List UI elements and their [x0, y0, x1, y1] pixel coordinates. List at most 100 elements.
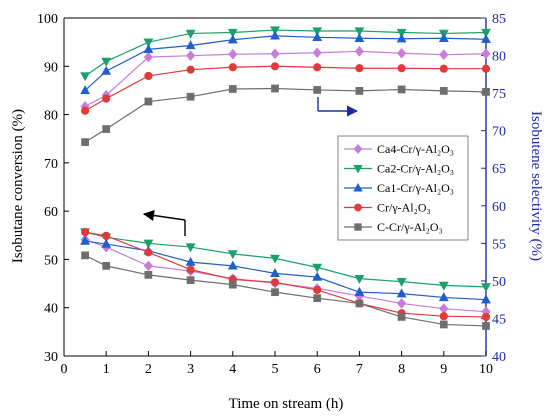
data-point-triangle-down: [227, 250, 238, 260]
y-left-tick-label: 30: [44, 350, 58, 365]
data-point-square: [482, 88, 490, 96]
data-point-diamond: [353, 143, 363, 155]
legend-label: Ca4-Cr/γ-Al₂O₃: [377, 142, 454, 156]
data-point-triangle-down: [80, 72, 91, 82]
series-selectivity-9: [81, 251, 490, 330]
data-point-triangle-down: [481, 283, 491, 293]
data-point-circle: [481, 312, 491, 322]
data-point-triangle-up: [396, 33, 407, 43]
data-point-triangle-up: [227, 34, 238, 44]
data-point-square: [186, 276, 195, 285]
data-point-diamond: [439, 303, 449, 314]
data-point-circle: [144, 248, 153, 257]
y-axis-left-title: Isobutane conversion (%): [10, 109, 26, 263]
data-point-diamond: [397, 298, 407, 309]
data-point-circle: [439, 312, 448, 321]
x-tick-label: 0: [61, 362, 68, 377]
data-point-circle: [397, 64, 406, 73]
data-point-square: [81, 251, 89, 260]
data-point-triangle-down: [396, 28, 407, 38]
legend-entry: Ca4-Cr/γ-Al₂O₃: [344, 142, 454, 156]
data-point-square: [271, 288, 279, 297]
y-right-tick-label: 60: [492, 200, 506, 215]
y-right-tick-label: 55: [492, 237, 506, 252]
y-axis-right: 40 45 50 55 60 65 70 75 80 85: [481, 12, 506, 365]
data-point-triangle-down: [396, 277, 407, 287]
y-right-tick-label: 80: [492, 50, 506, 65]
data-point-diamond: [312, 47, 322, 59]
annotation-arrow-left: [142, 209, 186, 222]
x-tick-label: 4: [229, 362, 236, 377]
series-line: [84, 87, 487, 143]
data-point-circle: [144, 71, 153, 81]
x-tick-label: 7: [356, 362, 363, 377]
series-conversion-3: [81, 62, 491, 115]
data-point-square: [102, 261, 111, 270]
y-axis-left: 30 40 50 60 70 80 90 100: [37, 12, 69, 365]
data-point-triangle-down: [481, 28, 491, 38]
data-point-triangle-up: [270, 268, 280, 278]
x-tick-label: 1: [103, 362, 110, 377]
data-point-triangle-up: [438, 33, 449, 42]
data-point-square: [313, 294, 322, 303]
y-left-tick-label: 40: [44, 302, 58, 317]
data-point-triangle-down: [227, 28, 238, 38]
y-right-tick-label: 65: [492, 162, 506, 177]
data-point-triangle-up: [438, 292, 449, 302]
series-layer: [80, 26, 491, 330]
x-tick-label: 2: [145, 362, 152, 377]
data-point-triangle-up: [270, 30, 280, 40]
y-left-tick-label: 90: [44, 60, 58, 75]
data-point-circle: [102, 94, 111, 103]
y-left-tick-label: 60: [44, 205, 58, 220]
data-point-circle: [313, 63, 322, 72]
data-point-triangle-up: [143, 44, 154, 54]
y-right-tick-label: 70: [492, 125, 506, 140]
x-tick-label: 9: [440, 362, 447, 377]
legend-label: C-Cr/γ-Al₂O₃: [377, 220, 443, 234]
data-point-square: [102, 125, 111, 133]
x-tick-label: 3: [187, 362, 194, 377]
data-point-circle: [102, 231, 111, 240]
legend-entry: Ca1-Cr/γ-Al₂O₃: [344, 181, 454, 195]
data-point-circle: [186, 65, 195, 74]
data-point-triangle-down: [312, 27, 323, 37]
y-left-tick-label: 80: [44, 109, 58, 124]
data-point-diamond: [143, 51, 153, 63]
data-point-triangle-down: [101, 57, 112, 67]
data-point-square: [186, 92, 195, 101]
x-tick-label: 6: [314, 362, 321, 377]
x-axis: 0 1 2 3 4 5 6 7 8 9 10: [61, 351, 493, 377]
data-point-triangle-down: [312, 263, 323, 273]
legend-entry: C-Cr/γ-Al₂O₃: [344, 220, 443, 234]
series-selectivity-5: [80, 234, 491, 317]
data-point-triangle-up: [101, 238, 112, 248]
data-point-circle: [270, 278, 280, 287]
data-point-triangle-down: [354, 27, 365, 37]
data-point-diamond: [481, 48, 491, 60]
data-point-square: [228, 280, 237, 289]
data-point-square: [313, 86, 322, 94]
series-conversion-0: [80, 46, 491, 112]
y-right-tick-label: 45: [492, 312, 506, 327]
legend-label: Ca1-Cr/γ-Al₂O₃: [377, 181, 454, 195]
legend-label: Cr/γ-Al₂O₃: [377, 201, 431, 215]
annotation-layer: [142, 97, 359, 236]
data-point-triangle-up: [312, 271, 323, 281]
data-point-triangle-down: [354, 274, 365, 284]
series-conversion-2: [80, 30, 491, 95]
data-point-circle: [355, 64, 364, 73]
y-left-tick-label: 70: [44, 157, 58, 172]
data-point-square: [439, 320, 448, 329]
x-tick-label: 5: [272, 362, 279, 377]
data-point-triangle-up: [80, 85, 91, 95]
data-point-circle: [481, 64, 491, 73]
data-point-circle: [186, 265, 195, 274]
data-point-diamond: [397, 47, 407, 59]
x-axis-title: Time on stream (h): [229, 396, 344, 412]
data-point-square: [397, 313, 406, 321]
y-right-tick-label: 40: [492, 350, 506, 365]
data-point-triangle-down: [143, 239, 154, 249]
